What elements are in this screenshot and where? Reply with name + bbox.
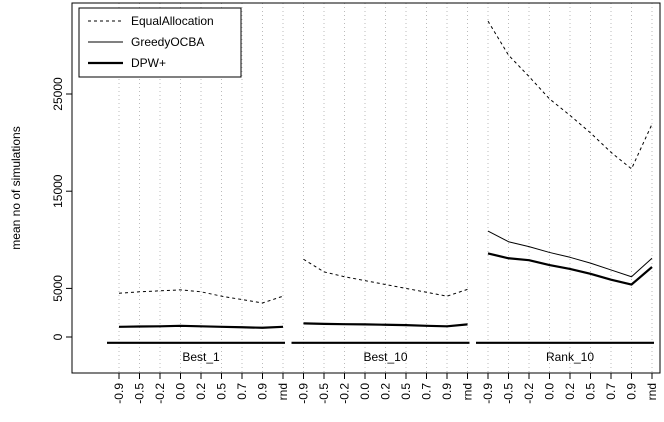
x-tick-label: rnd [461, 383, 475, 400]
x-tick-label: 0.0 [174, 383, 188, 400]
x-tick-label: -0.5 [133, 383, 147, 404]
x-tick-label: -0.2 [153, 383, 167, 404]
y-tick-label: 0 [51, 333, 65, 340]
series-line-dpw-plus [487, 252, 653, 286]
legend-item-equalallocation: EqualAllocation [88, 14, 214, 28]
x-tick-label: 0.7 [604, 383, 618, 400]
x-tick-label: 0.9 [440, 383, 454, 400]
x-tick-label: 0.0 [543, 383, 557, 400]
y-axis: 0 5000 15000 25000 [51, 77, 72, 340]
x-axis: -0.9 -0.5 -0.2 0.0 0.2 0.5 0.7 0.9 rnd -0.9 -0.5 -0… [112, 373, 659, 404]
group-label: Best_10 [363, 350, 407, 364]
x-tick-label: -0.9 [112, 383, 126, 404]
group-label: Best_1 [182, 350, 220, 364]
x-tick-label: 0.2 [379, 383, 393, 400]
x-tick-label: -0.9 [297, 383, 311, 404]
legend-item-greedyocba: GreedyOCBA [88, 35, 204, 49]
x-tick-label: 0.7 [420, 383, 434, 400]
series-lines [118, 20, 653, 329]
x-tick-label: 0.5 [215, 383, 229, 400]
x-tick-label: 0.7 [235, 383, 249, 400]
legend-label-dpw-plus: DPW+ [131, 56, 166, 70]
x-tick-label: -0.5 [317, 383, 331, 404]
y-tick-label: 5000 [51, 275, 65, 302]
x-tick-label: 0.9 [256, 383, 270, 400]
plot-frame [71, 2, 661, 374]
series-line-equalallocation [487, 20, 653, 170]
y-axis-title: mean no of simulations [9, 126, 23, 249]
legend-item-dpw-plus: DPW+ [88, 56, 166, 70]
x-tick-label: -0.2 [522, 383, 536, 404]
y-tick-label: 15000 [51, 174, 65, 208]
x-tick-label: 0.9 [625, 383, 639, 400]
x-tick-label: -0.5 [502, 383, 516, 404]
x-tick-label: 0.0 [358, 383, 372, 400]
x-tick-label: rnd [276, 383, 290, 400]
x-tick-label: 0.5 [399, 383, 413, 400]
series-line-dpw-plus [118, 324, 284, 329]
legend-label-greedyocba: GreedyOCBA [131, 35, 204, 49]
series-line-greedyocba [487, 230, 653, 278]
series-line-equalallocation [303, 258, 468, 297]
y-tick-label: 25000 [51, 77, 65, 111]
legend-label-equalallocation: EqualAllocation [131, 14, 214, 28]
group-labels: Best_1 Best_10 Rank_10 [182, 350, 594, 364]
x-tick-label: 0.2 [563, 383, 577, 400]
x-tick-label: 0.2 [194, 383, 208, 400]
series-line-dpw-plus [303, 322, 468, 328]
x-tick-label: -0.9 [481, 383, 495, 404]
group-label: Rank_10 [546, 350, 594, 364]
x-tick-label: rnd [645, 383, 659, 400]
grid-lines [118, 3, 653, 373]
x-tick-label: -0.2 [338, 383, 352, 404]
legend: EqualAllocation GreedyOCBA DPW+ [78, 7, 242, 78]
x-tick-label: 0.5 [584, 383, 598, 400]
